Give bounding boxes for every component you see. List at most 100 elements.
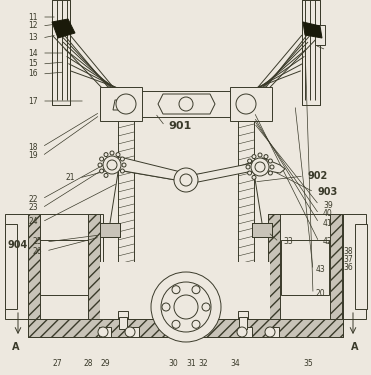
Bar (100, 223, 120, 237)
Circle shape (247, 171, 252, 175)
Circle shape (180, 174, 192, 186)
Text: 903: 903 (318, 187, 338, 197)
Text: 34: 34 (230, 358, 240, 368)
Text: 21: 21 (66, 174, 75, 183)
Circle shape (151, 272, 221, 342)
Bar (252, 223, 272, 237)
Bar (281, 240, 329, 295)
Text: 36: 36 (343, 264, 353, 273)
Circle shape (264, 154, 268, 159)
Text: 40: 40 (323, 210, 333, 219)
Circle shape (99, 157, 104, 161)
Text: 22: 22 (29, 195, 38, 204)
Bar (343, 214, 366, 319)
Text: 37: 37 (343, 255, 353, 264)
Text: 18: 18 (29, 142, 38, 152)
Circle shape (247, 159, 252, 163)
Text: 38: 38 (343, 248, 353, 256)
Circle shape (252, 154, 256, 159)
Text: 42: 42 (323, 237, 333, 246)
Text: 23: 23 (28, 204, 38, 213)
Polygon shape (263, 158, 285, 173)
Text: 11: 11 (29, 12, 38, 21)
Circle shape (125, 327, 135, 337)
Text: 13: 13 (28, 33, 38, 42)
Text: 904: 904 (8, 240, 28, 250)
Bar (240, 327, 252, 337)
Bar (127, 327, 139, 337)
Circle shape (172, 320, 180, 328)
Circle shape (121, 169, 124, 173)
Bar (118, 311, 128, 319)
Text: 26: 26 (32, 246, 42, 255)
Text: 27: 27 (52, 358, 62, 368)
Polygon shape (52, 19, 75, 38)
Bar (52, 0, 70, 105)
Text: 12: 12 (29, 21, 38, 30)
Text: 28: 28 (83, 358, 93, 368)
Circle shape (162, 303, 170, 311)
Circle shape (104, 173, 108, 177)
Bar (28, 214, 103, 319)
Polygon shape (158, 94, 215, 114)
Polygon shape (303, 22, 322, 38)
Bar (268, 214, 343, 319)
Text: 31: 31 (186, 358, 196, 368)
Circle shape (202, 303, 210, 311)
Text: A: A (351, 342, 359, 352)
Text: 14: 14 (28, 48, 38, 57)
Text: 20: 20 (316, 290, 326, 298)
Circle shape (122, 163, 126, 167)
Bar (118, 117, 134, 280)
Circle shape (103, 156, 121, 174)
Circle shape (268, 171, 272, 175)
Bar (5, 214, 28, 319)
Polygon shape (193, 158, 265, 183)
Circle shape (192, 320, 200, 328)
Bar (268, 214, 280, 319)
Bar (302, 0, 320, 105)
Circle shape (265, 327, 275, 337)
Text: 902: 902 (308, 171, 328, 181)
Circle shape (110, 151, 114, 155)
Text: 30: 30 (168, 358, 178, 368)
Bar (28, 319, 343, 337)
Text: 901: 901 (168, 121, 191, 131)
Bar (239, 317, 247, 329)
Bar (28, 214, 40, 319)
Bar (40, 240, 88, 295)
Text: 24: 24 (28, 217, 38, 226)
Bar (330, 214, 342, 319)
Circle shape (255, 162, 265, 172)
Bar (99, 327, 111, 337)
Text: 41: 41 (323, 219, 333, 228)
Bar (88, 214, 100, 319)
Circle shape (98, 327, 108, 337)
Text: 16: 16 (28, 69, 38, 78)
Bar (238, 117, 254, 280)
Bar (267, 327, 279, 337)
Bar (5, 224, 17, 309)
Circle shape (107, 160, 117, 170)
Text: 29: 29 (100, 358, 110, 368)
Circle shape (174, 168, 198, 192)
Circle shape (161, 282, 211, 332)
Text: 32: 32 (198, 358, 208, 368)
Circle shape (179, 97, 193, 111)
Circle shape (172, 286, 180, 294)
Text: 19: 19 (28, 152, 38, 160)
Text: 35: 35 (303, 358, 313, 368)
Circle shape (192, 286, 200, 294)
Text: 17: 17 (28, 96, 38, 105)
Text: 39: 39 (323, 201, 333, 210)
Polygon shape (113, 100, 132, 110)
Circle shape (116, 153, 120, 157)
Bar (252, 223, 272, 237)
Circle shape (236, 94, 256, 114)
Circle shape (121, 157, 124, 161)
Text: 43: 43 (316, 266, 326, 274)
Bar (100, 262, 270, 319)
Circle shape (246, 165, 250, 169)
Bar (315, 25, 325, 45)
Text: 15: 15 (28, 60, 38, 69)
